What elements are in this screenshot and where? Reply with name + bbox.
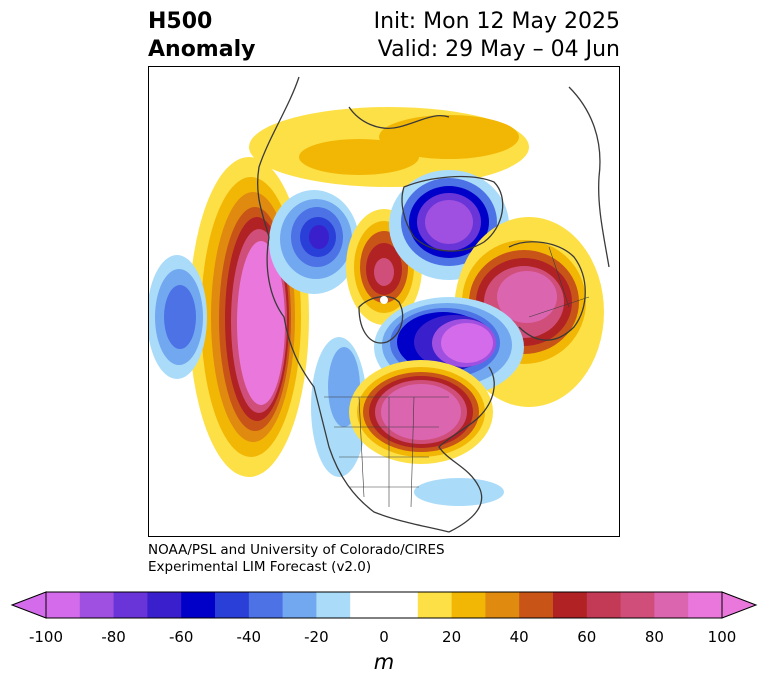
colorbar-cell bbox=[181, 592, 216, 618]
anomaly-contour bbox=[374, 258, 394, 286]
anomaly-contour bbox=[299, 139, 419, 175]
colorbar-unit: m bbox=[373, 650, 395, 674]
credit-line2: Experimental LIM Forecast (v2.0) bbox=[148, 559, 372, 575]
anomaly-contour bbox=[309, 225, 329, 249]
colorbar-tick-label: 100 bbox=[707, 628, 737, 646]
hudson-bay-outline bbox=[358, 295, 404, 344]
colorbar-cell bbox=[620, 592, 655, 618]
init-date: Init: Mon 12 May 2025 bbox=[373, 9, 620, 34]
state-borders bbox=[358, 396, 415, 508]
valid-range: Valid: 29 May – 04 Jun bbox=[377, 37, 620, 62]
map-title: H500 Anomaly bbox=[148, 8, 255, 64]
title-kind: Anomaly bbox=[148, 37, 256, 62]
colorbar-tick-label: -100 bbox=[28, 628, 64, 646]
arctic-ridge-band bbox=[249, 107, 529, 187]
colorbar bbox=[10, 591, 758, 619]
europe-borders bbox=[528, 246, 590, 318]
colorbar-tick-label: 80 bbox=[644, 628, 664, 646]
colorbar-tick-label: 40 bbox=[509, 628, 529, 646]
colorbar-cell bbox=[451, 592, 486, 618]
credit-text: NOAA/PSL and University of Colorado/CIRE… bbox=[148, 542, 445, 576]
colorbar-cell bbox=[350, 592, 385, 618]
nw-canada-trough bbox=[269, 190, 359, 294]
anomaly-contour bbox=[379, 115, 519, 159]
colorbar-tick-label: 60 bbox=[577, 628, 597, 646]
colorbar-cell bbox=[688, 592, 723, 618]
scandinavia-outline bbox=[508, 241, 586, 341]
anomaly-map bbox=[148, 66, 620, 537]
arctic-canada-ridge bbox=[346, 209, 422, 325]
colorbar-cell bbox=[485, 592, 520, 618]
colorbar-cell bbox=[147, 592, 182, 618]
colorbar-cell bbox=[519, 592, 554, 618]
colorbar-cell bbox=[553, 592, 588, 618]
arctic-islands-outline bbox=[348, 106, 450, 129]
political-borders bbox=[324, 246, 590, 508]
colorbar-high-extend bbox=[721, 591, 758, 619]
colorbar-tick-label: -60 bbox=[168, 628, 194, 646]
colorbar-tick-label: -40 bbox=[236, 628, 262, 646]
eurasia-outline bbox=[568, 86, 610, 268]
anomaly-contour bbox=[497, 271, 557, 323]
anomaly-contour bbox=[164, 285, 196, 349]
anomaly-contour bbox=[425, 200, 473, 244]
greenland-outline bbox=[401, 175, 504, 252]
central-pacific-trough bbox=[149, 255, 207, 379]
colorbar-tick-label: -20 bbox=[304, 628, 329, 646]
colorbar-cell bbox=[248, 592, 284, 618]
colorbar-cell bbox=[215, 592, 250, 618]
credit-line1: NOAA/PSL and University of Colorado/CIRE… bbox=[148, 542, 445, 558]
colorbar-cell bbox=[316, 592, 351, 618]
map-canvas bbox=[149, 76, 610, 533]
anomaly-contour bbox=[441, 323, 493, 363]
colorbar-cell bbox=[79, 592, 115, 618]
na-east-coast bbox=[438, 366, 495, 533]
coastlines bbox=[257, 76, 610, 533]
colorbar-cell bbox=[586, 592, 622, 618]
colorbar-cell bbox=[654, 592, 689, 618]
anomaly-contour bbox=[381, 384, 461, 440]
subtropical-trough bbox=[414, 478, 504, 506]
colorbar-cell bbox=[113, 592, 148, 618]
na-west-coast bbox=[257, 76, 450, 533]
colorbar-tick-label: -80 bbox=[101, 628, 126, 646]
colorbar-cell bbox=[46, 592, 81, 618]
north-pole-marker bbox=[380, 296, 388, 304]
eastern-na-ridge bbox=[349, 360, 493, 464]
colorbar-cell bbox=[384, 592, 419, 618]
title-variable: H500 bbox=[148, 9, 213, 34]
colorbar-cell bbox=[282, 592, 317, 618]
colorbar-low-extend bbox=[10, 591, 47, 619]
map-dates: Init: Mon 12 May 2025 Valid: 29 May – 04… bbox=[374, 8, 620, 64]
anomaly-contour bbox=[237, 241, 285, 405]
colorbar-tick-label: 0 bbox=[379, 628, 389, 646]
state-borders bbox=[334, 426, 439, 488]
colorbar-frame bbox=[45, 591, 723, 619]
colorbar-cell bbox=[417, 592, 453, 618]
colorbar-tick-label: 20 bbox=[442, 628, 462, 646]
